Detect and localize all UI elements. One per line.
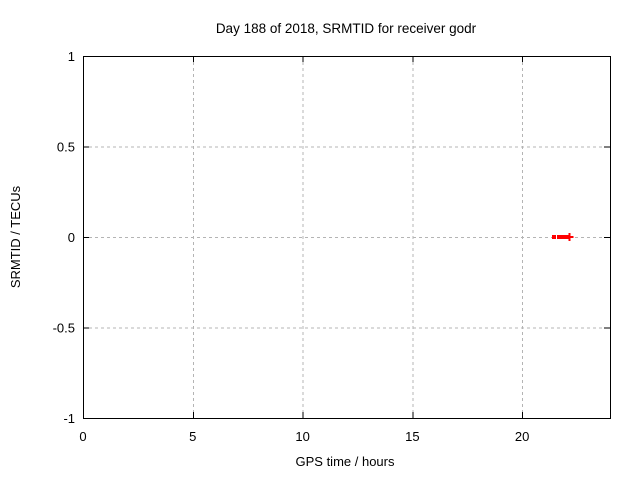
- y-tick-label: 0.5: [57, 140, 75, 155]
- y-tick-label: -1: [63, 411, 75, 426]
- data-points: [552, 233, 574, 241]
- x-tick-label: 15: [405, 429, 419, 444]
- x-tick-label: 10: [295, 429, 309, 444]
- y-tick-label: 1: [68, 49, 75, 64]
- data-marker-square: [552, 235, 557, 239]
- plot-border-and-ticks: [83, 56, 611, 419]
- x-tick-label: 0: [79, 429, 86, 444]
- chart-title: Day 188 of 2018, SRMTID for receiver god…: [216, 21, 477, 36]
- tick-labels: 0 5 10 15 20 -1 -0.5 0 0.5 1: [53, 49, 530, 444]
- x-tick-label: 20: [515, 429, 529, 444]
- x-tick-label: 5: [189, 429, 196, 444]
- grid-lines: [83, 56, 610, 418]
- y-axis-label: SRMTID / TECUs: [8, 185, 23, 288]
- y-tick-label: 0: [68, 230, 75, 245]
- y-tick-label: -0.5: [53, 321, 75, 336]
- x-axis-label: GPS time / hours: [296, 454, 395, 469]
